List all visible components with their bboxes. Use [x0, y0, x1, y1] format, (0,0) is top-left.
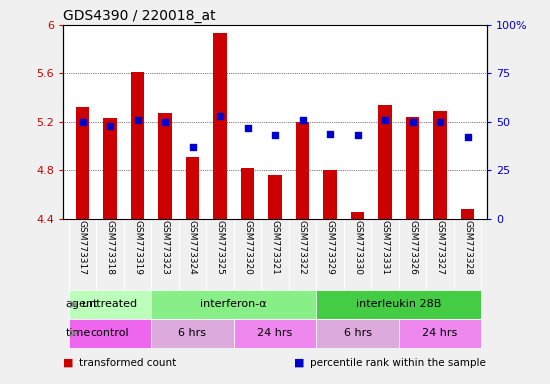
Text: GSM773321: GSM773321 — [271, 220, 279, 275]
Text: GSM773326: GSM773326 — [408, 220, 417, 275]
Point — [133, 117, 142, 123]
Text: 24 hrs: 24 hrs — [422, 328, 458, 338]
Text: GSM773324: GSM773324 — [188, 220, 197, 275]
Text: GSM773327: GSM773327 — [436, 220, 444, 275]
Text: control: control — [91, 328, 129, 338]
Text: ■: ■ — [294, 358, 305, 368]
Text: GSM773328: GSM773328 — [463, 220, 472, 275]
Bar — [69, 290, 151, 319]
Bar — [213, 33, 227, 219]
Bar — [406, 117, 420, 219]
Point — [436, 119, 444, 125]
Bar — [461, 209, 475, 219]
Text: time: time — [65, 328, 91, 338]
Point — [408, 119, 417, 125]
Bar — [158, 113, 172, 219]
Bar — [268, 175, 282, 219]
Bar — [316, 319, 399, 348]
Point — [271, 132, 279, 139]
Text: 6 hrs: 6 hrs — [179, 328, 206, 338]
Bar — [69, 319, 151, 348]
Point — [188, 144, 197, 150]
Text: GSM773330: GSM773330 — [353, 220, 362, 275]
Bar — [296, 122, 309, 219]
Point — [161, 119, 169, 125]
Text: GSM773329: GSM773329 — [326, 220, 334, 275]
Text: GDS4390 / 220018_at: GDS4390 / 220018_at — [63, 8, 216, 23]
Text: GSM773317: GSM773317 — [78, 220, 87, 275]
Text: GSM773319: GSM773319 — [133, 220, 142, 275]
Bar — [103, 118, 117, 219]
Bar — [433, 111, 447, 219]
Bar — [323, 170, 337, 219]
Text: GSM773320: GSM773320 — [243, 220, 252, 275]
Text: GSM773318: GSM773318 — [106, 220, 114, 275]
Bar — [378, 105, 392, 219]
Text: untreated: untreated — [82, 299, 138, 310]
Point — [463, 134, 472, 141]
Point — [106, 123, 114, 129]
Text: GSM773325: GSM773325 — [216, 220, 224, 275]
Text: GSM773322: GSM773322 — [298, 220, 307, 275]
Bar — [76, 108, 89, 219]
Bar — [316, 290, 481, 319]
Text: ■: ■ — [63, 358, 74, 368]
Bar — [186, 157, 199, 219]
Text: 6 hrs: 6 hrs — [344, 328, 371, 338]
Bar — [151, 319, 234, 348]
Bar — [399, 319, 481, 348]
Point — [326, 131, 334, 137]
Bar — [351, 212, 365, 219]
Text: interferon-α: interferon-α — [200, 299, 267, 310]
Text: GSM773331: GSM773331 — [381, 220, 389, 275]
Point — [381, 117, 389, 123]
Text: interleukin 28B: interleukin 28B — [356, 299, 442, 310]
Text: percentile rank within the sample: percentile rank within the sample — [310, 358, 486, 368]
Bar — [234, 319, 316, 348]
Bar — [151, 290, 316, 319]
Bar — [241, 168, 255, 219]
Text: GSM773323: GSM773323 — [161, 220, 169, 275]
Text: 24 hrs: 24 hrs — [257, 328, 293, 338]
Point — [243, 125, 252, 131]
Point — [353, 132, 362, 139]
Point — [216, 113, 224, 119]
Bar — [131, 72, 144, 219]
Text: agent: agent — [65, 299, 98, 310]
Point — [78, 119, 87, 125]
Point — [298, 117, 307, 123]
Text: transformed count: transformed count — [79, 358, 176, 368]
